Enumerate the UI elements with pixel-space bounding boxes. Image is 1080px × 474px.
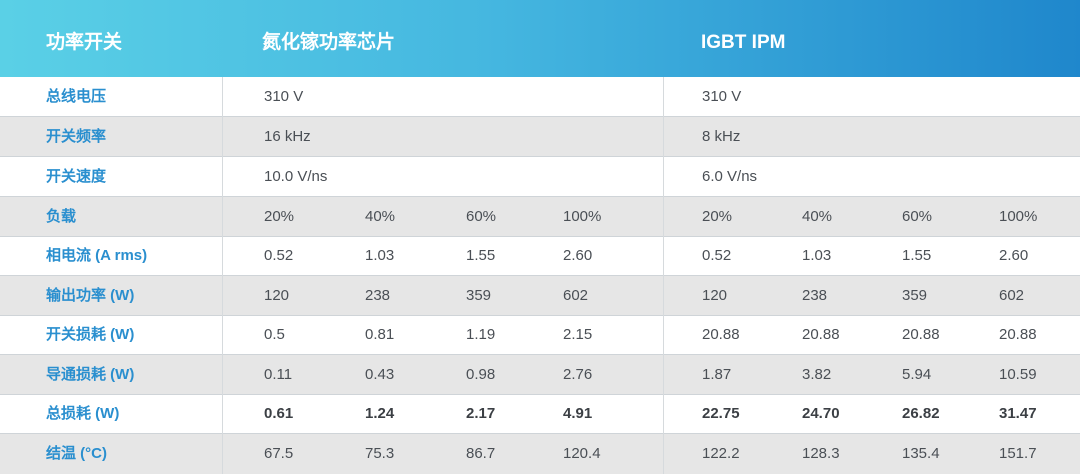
igbt-value-cell: 128.3: [802, 445, 840, 462]
igbt-value-cell: 60%: [902, 208, 933, 225]
gan-value-cell: 67.5: [264, 445, 294, 462]
igbt-value-cell: 6.0 V/ns: [702, 168, 758, 185]
igbt-value-cell: 40%: [802, 208, 833, 225]
table-row: 开关损耗 (W) 0.5 0.81 1.19 2.15 20.88 20.88 20.88 20…: [0, 315, 1080, 355]
igbt-value-cell: 20.88: [702, 326, 740, 343]
igbt-value-cell: 100%: [999, 208, 1038, 225]
table-row: 总线电压 310 V 310 V: [0, 77, 1080, 117]
gan-value-cell: 20%: [264, 208, 295, 225]
igbt-value-cell: 2.60: [999, 247, 1029, 264]
gan-value-cell: 310 V: [264, 88, 304, 105]
gan-value-cell: 0.43: [365, 366, 395, 383]
gan-value-cell: 1.19: [466, 326, 496, 343]
gan-value-cell: 2.76: [563, 366, 593, 383]
row-label: 开关频率: [46, 128, 107, 145]
gan-value-cell: 120: [264, 287, 290, 304]
igbt-value-cell: 0.52: [702, 247, 732, 264]
gan-value-cell: 2.60: [563, 247, 593, 264]
gan-value-cell: 2.15: [563, 326, 593, 343]
gan-value-cell: 0.52: [264, 247, 294, 264]
table-row: 开关频率 16 kHz 8 kHz: [0, 117, 1080, 157]
gan-value-cell: 40%: [365, 208, 396, 225]
row-label: 总损耗 (W): [46, 405, 120, 422]
gan-value-cell: 120.4: [563, 445, 601, 462]
gan-value-cell: 10.0 V/ns: [264, 168, 328, 185]
row-label: 结温 (°C): [46, 445, 107, 462]
gan-value-cell: 100%: [563, 208, 602, 225]
table-row: 总损耗 (W) 0.61 1.24 2.17 4.91 22.75 24.70 26.82 31…: [0, 394, 1080, 434]
igbt-value-cell: 1.55: [902, 247, 932, 264]
gan-value-cell: 16 kHz: [264, 128, 311, 145]
igbt-value-cell: 20.88: [999, 326, 1037, 343]
igbt-value-cell: 10.59: [999, 366, 1037, 383]
igbt-value-cell: 1.03: [802, 247, 832, 264]
row-label: 开关速度: [46, 168, 107, 185]
gan-value-cell: 2.17: [466, 405, 496, 422]
igbt-value-cell: 22.75: [702, 405, 740, 422]
gan-value-cell: 0.11: [264, 366, 293, 383]
igbt-value-cell: 3.82: [802, 366, 832, 383]
row-label: 开关损耗 (W): [46, 326, 135, 343]
igbt-value-cell: 20%: [702, 208, 733, 225]
table-row: 结温 (°C) 67.5 75.3 86.7 120.4 122.2 128.3 135.4 1…: [0, 434, 1080, 474]
igbt-value-cell: 359: [902, 287, 928, 304]
row-label: 导通损耗 (W): [46, 366, 135, 383]
igbt-value-cell: 31.47: [999, 405, 1037, 422]
table-row: 开关速度 10.0 V/ns 6.0 V/ns: [0, 157, 1080, 197]
column-divider: [663, 77, 664, 474]
gan-value-cell: 4.91: [563, 405, 593, 422]
gan-value-cell: 60%: [466, 208, 497, 225]
igbt-value-cell: 122.2: [702, 445, 740, 462]
igbt-value-cell: 151.7: [999, 445, 1037, 462]
table-row: 导通损耗 (W) 0.11 0.43 0.98 2.76 1.87 3.82 5.94 10.5…: [0, 355, 1080, 395]
igbt-value-cell: 20.88: [802, 326, 840, 343]
igbt-value-cell: 120: [702, 287, 728, 304]
row-label: 输出功率 (W): [46, 287, 135, 304]
table-header: 功率开关 氮化镓功率芯片 IGBT IPM: [0, 0, 1080, 77]
igbt-value-cell: 5.94: [902, 366, 932, 383]
table-row: 相电流 (A rms) 0.52 1.03 1.55 2.60 0.52 1.03 1.55 2…: [0, 236, 1080, 276]
gan-value-cell: 359: [466, 287, 492, 304]
table-row: 负载 20% 40% 60% 100% 20% 40% 60% 100%: [0, 197, 1080, 237]
gan-value-cell: 0.98: [466, 366, 496, 383]
gan-value-cell: 1.55: [466, 247, 496, 264]
igbt-value-cell: 238: [802, 287, 828, 304]
igbt-value-cell: 135.4: [902, 445, 940, 462]
row-label: 负载: [46, 208, 77, 225]
gan-value-cell: 0.81: [365, 326, 395, 343]
igbt-value-cell: 26.82: [902, 405, 940, 422]
igbt-value-cell: 310 V: [702, 88, 742, 105]
gan-value-cell: 86.7: [466, 445, 496, 462]
gan-value-cell: 0.61: [264, 405, 294, 422]
gan-value-cell: 238: [365, 287, 391, 304]
igbt-value-cell: 1.87: [702, 366, 732, 383]
gan-value-cell: 1.24: [365, 405, 395, 422]
igbt-value-cell: 602: [999, 287, 1025, 304]
header-power-switch: 功率开关: [46, 32, 123, 53]
header-gan-chip: 氮化镓功率芯片: [262, 32, 396, 53]
igbt-value-cell: 24.70: [802, 405, 840, 422]
gan-value-cell: 1.03: [365, 247, 395, 264]
row-label: 总线电压: [46, 88, 107, 105]
gan-value-cell: 602: [563, 287, 589, 304]
igbt-value-cell: 20.88: [902, 326, 940, 343]
table-row: 输出功率 (W) 120 238 359 602 120 238 359 602: [0, 276, 1080, 316]
gan-value-cell: 0.5: [264, 326, 285, 343]
igbt-value-cell: 8 kHz: [702, 128, 741, 145]
row-label: 相电流 (A rms): [46, 247, 148, 264]
header-igbt-ipm: IGBT IPM: [701, 32, 786, 53]
gan-value-cell: 75.3: [365, 445, 395, 462]
column-divider: [222, 77, 223, 474]
